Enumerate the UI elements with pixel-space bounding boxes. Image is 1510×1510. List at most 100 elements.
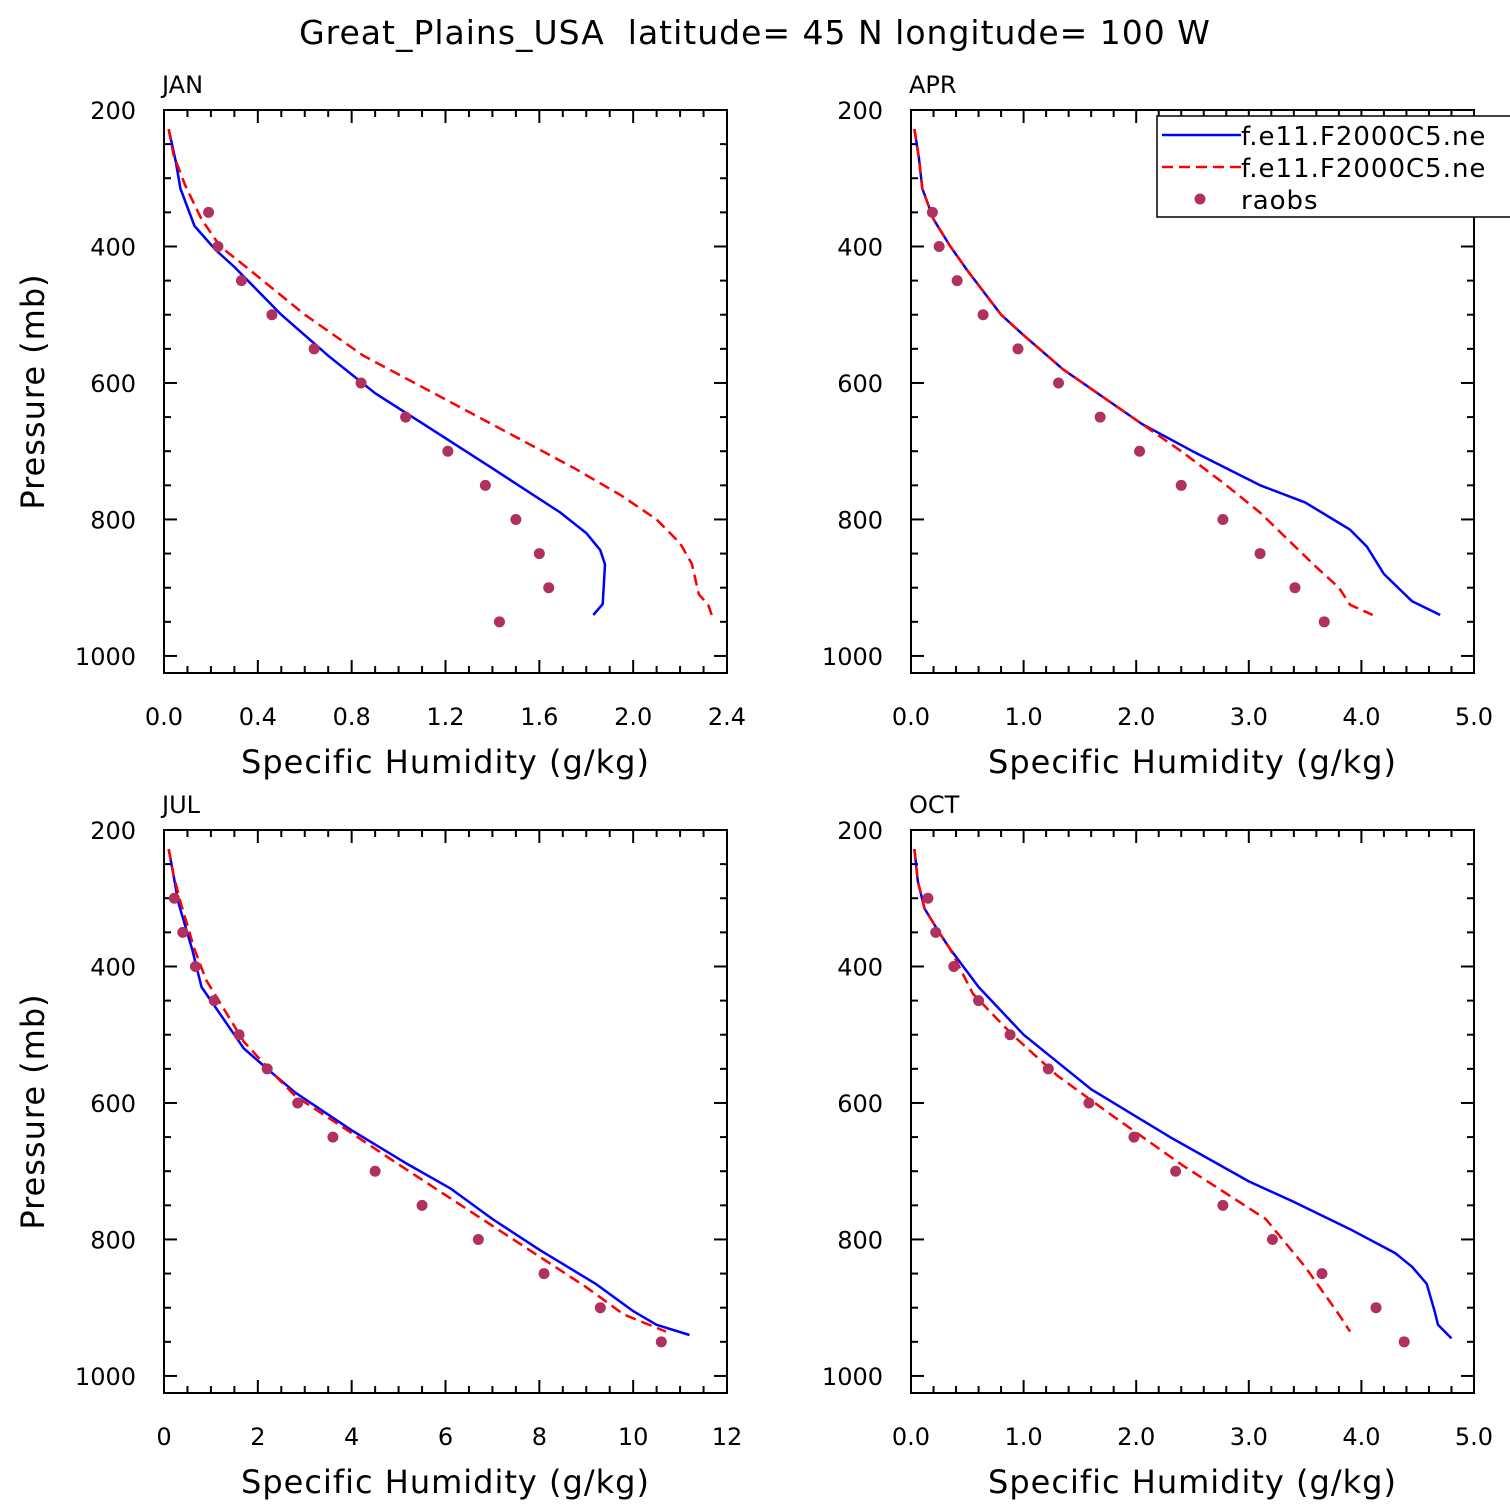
raobs-point — [208, 995, 220, 1007]
raobs-point — [1289, 582, 1301, 594]
y-tick-label: 1000 — [75, 1363, 136, 1391]
raobs-point — [189, 960, 201, 972]
x-tick-label: 0.0 — [892, 1423, 930, 1451]
x-tick-label: 4.0 — [1342, 1423, 1380, 1451]
raobs-point — [308, 343, 320, 355]
raobs-point — [292, 1097, 304, 1109]
raobs-point — [442, 445, 454, 457]
raobs-point — [1318, 616, 1330, 628]
y-tick-label: 800 — [837, 506, 883, 534]
y-axis-label: Pressure (mb) — [14, 273, 52, 509]
panel-title: JUL — [160, 791, 201, 819]
raobs-point — [1170, 1165, 1182, 1177]
x-tick-label: 4.0 — [1342, 703, 1380, 731]
x-tick-label: 1.0 — [1005, 703, 1043, 731]
plot-frame — [910, 109, 1475, 674]
x-tick-label: 4 — [344, 1423, 359, 1451]
legend-label: f.e11.F2000C5.ne — [1241, 154, 1486, 184]
raobs-point — [977, 309, 989, 321]
x-tick-label: 3.0 — [1230, 1423, 1268, 1451]
x-tick-label: 0.4 — [239, 703, 277, 731]
series-model-solid-line — [167, 128, 607, 616]
raobs-point — [266, 309, 278, 321]
y-tick-label: 400 — [90, 953, 136, 981]
x-tick-label: 1.0 — [1005, 1423, 1043, 1451]
x-tick-label: 0 — [156, 1423, 171, 1451]
x-tick-label: 6 — [438, 1423, 453, 1451]
legend-item: f.e11.F2000C5.ne — [1162, 154, 1486, 184]
panel-apr: APR 0.0 1.0 2.0 3.0 4.0 5.0 200 400 600 800 1000 Spe… — [822, 71, 1493, 781]
y-tick-label: 600 — [837, 1090, 883, 1118]
y-tick-label: 200 — [90, 817, 136, 845]
raobs-point — [543, 582, 555, 594]
raobs-point — [922, 892, 934, 904]
x-tick-label: 0.0 — [145, 703, 183, 731]
raobs-point — [1042, 1063, 1054, 1075]
raobs-point — [472, 1233, 484, 1245]
y-tick-label: 600 — [837, 370, 883, 398]
series-model-dashed-line — [167, 848, 667, 1333]
y-axis-label: Pressure (mb) — [14, 993, 52, 1229]
raobs-point — [1128, 1131, 1140, 1143]
raobs-point — [538, 1268, 550, 1280]
raobs-point — [1134, 445, 1146, 457]
x-tick-label: 2.4 — [708, 703, 746, 731]
raobs-point — [930, 926, 942, 938]
raobs-point — [594, 1302, 606, 1314]
raobs-point — [948, 960, 960, 972]
x-tick-label: 1.2 — [426, 703, 464, 731]
y-tick-label: 600 — [90, 1090, 136, 1118]
raobs-point — [1094, 411, 1106, 423]
y-tick-label: 200 — [837, 817, 883, 845]
series-raobs — [922, 892, 1410, 1348]
plot-frame — [163, 109, 728, 674]
y-tick-label: 800 — [90, 506, 136, 534]
x-tick-label: 8 — [532, 1423, 547, 1451]
raobs-point — [1083, 1097, 1095, 1109]
raobs-point — [400, 411, 412, 423]
x-tick-label: 12 — [712, 1423, 743, 1451]
y-tick-label: 200 — [90, 97, 136, 125]
raobs-point — [1217, 513, 1229, 525]
raobs-point — [1217, 1199, 1229, 1211]
raobs-point — [1398, 1336, 1410, 1348]
x-tick-label: 2.0 — [1117, 703, 1155, 731]
series-model-dashed-line — [913, 848, 1352, 1333]
y-tick-label: 400 — [837, 233, 883, 261]
raobs-point — [1004, 1029, 1016, 1041]
raobs-point — [951, 275, 963, 287]
series-raobs — [203, 206, 555, 628]
legend-item: raobs — [1194, 186, 1319, 216]
plot-frame — [163, 829, 728, 1394]
legend-label: raobs — [1241, 186, 1319, 216]
panel-jul: JUL 0 2 4 6 8 10 12 200 400 600 800 1000 Specific Hum… — [14, 791, 742, 1501]
y-tick-label: 1000 — [75, 643, 136, 671]
raobs-point — [655, 1336, 667, 1348]
panel-oct: OCT 0.0 1.0 2.0 3.0 4.0 5.0 200 400 600 800 1000 Spe… — [822, 791, 1493, 1501]
raobs-point — [416, 1199, 428, 1211]
y-tick-label: 400 — [837, 953, 883, 981]
raobs-point — [1254, 548, 1266, 560]
legend-label: f.e11.F2000C5.ne — [1241, 122, 1486, 152]
series-model-dashed-line — [167, 128, 715, 619]
legend-item: f.e11.F2000C5.ne — [1162, 122, 1486, 152]
x-tick-label: 2.0 — [614, 703, 652, 731]
raobs-point — [203, 206, 215, 218]
raobs-point — [233, 1029, 245, 1041]
panel-title: APR — [909, 71, 957, 99]
raobs-point — [933, 240, 945, 252]
raobs-point — [1012, 343, 1024, 355]
raobs-point — [235, 275, 247, 287]
x-axis-label: Specific Humidity (g/kg) — [241, 743, 650, 781]
series-model-solid-line — [167, 848, 690, 1337]
raobs-point — [327, 1131, 339, 1143]
panel-title: JAN — [160, 71, 203, 99]
raobs-point — [926, 206, 938, 218]
x-axis-label: Specific Humidity (g/kg) — [241, 1463, 650, 1501]
x-tick-label: 10 — [618, 1423, 649, 1451]
raobs-point — [533, 548, 545, 560]
x-tick-label: 2.0 — [1117, 1423, 1155, 1451]
raobs-point — [973, 995, 985, 1007]
figure-title: Great_Plains_USA latitude= 45 N longitud… — [299, 13, 1211, 52]
